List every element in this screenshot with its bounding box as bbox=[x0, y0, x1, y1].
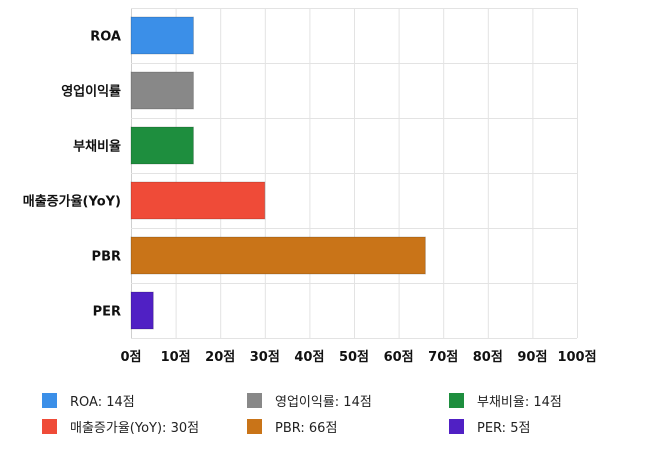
x-tick-label-20: 20점 bbox=[205, 350, 235, 365]
category-label-4: PBR bbox=[92, 250, 121, 265]
legend-label-4[interactable]: PBR: 66점 bbox=[275, 421, 337, 436]
bar-4[interactable] bbox=[130, 236, 426, 275]
category-label-0: ROA bbox=[90, 30, 121, 45]
x-tick-labels: 0점 10점 20점 30점 40점 50점 60점 70점 80점 90점 100점 bbox=[120, 350, 596, 365]
legend-swatch-5 bbox=[449, 419, 464, 434]
legend-label-0[interactable]: ROA: 14점 bbox=[70, 395, 135, 410]
x-tick-label-100: 100점 bbox=[557, 350, 596, 365]
bar-1[interactable] bbox=[130, 71, 194, 110]
bar-0[interactable] bbox=[130, 16, 194, 55]
x-tick-label-90: 90점 bbox=[517, 350, 547, 365]
x-tick-label-80: 80점 bbox=[473, 350, 503, 365]
x-tick-label-70: 70점 bbox=[428, 350, 458, 365]
legend-swatch-1 bbox=[247, 393, 262, 408]
legend-label-3[interactable]: 매출증가율(YoY): 30점 bbox=[70, 421, 199, 436]
legend-swatch-3 bbox=[42, 419, 57, 434]
bar-5[interactable] bbox=[130, 291, 154, 330]
legend-swatch-2 bbox=[449, 393, 464, 408]
category-label-5: PER bbox=[93, 305, 121, 320]
grid bbox=[131, 8, 578, 339]
category-label-3: 매출증가율(YoY) bbox=[23, 194, 121, 210]
category-label-1: 영업이익률 bbox=[61, 84, 121, 100]
legend-swatch-0 bbox=[42, 393, 57, 408]
bars bbox=[130, 16, 426, 330]
bar-3[interactable] bbox=[130, 181, 266, 220]
x-tick-label-0: 0점 bbox=[120, 350, 141, 365]
x-tick-label-30: 30점 bbox=[250, 350, 280, 365]
legend-label-1[interactable]: 영업이익률: 14점 bbox=[275, 395, 372, 410]
legend-label-5[interactable]: PER: 5점 bbox=[477, 421, 530, 436]
bar-2[interactable] bbox=[130, 126, 194, 165]
x-tick-label-40: 40점 bbox=[294, 350, 324, 365]
x-tick-label-10: 10점 bbox=[161, 350, 191, 365]
legend-swatch-4 bbox=[247, 419, 262, 434]
category-label-2: 부채비율 bbox=[73, 139, 121, 155]
x-tick-label-60: 60점 bbox=[384, 350, 414, 365]
legend-label-2[interactable]: 부채비율: 14점 bbox=[477, 395, 562, 410]
x-tick-label-50: 50점 bbox=[339, 350, 369, 365]
